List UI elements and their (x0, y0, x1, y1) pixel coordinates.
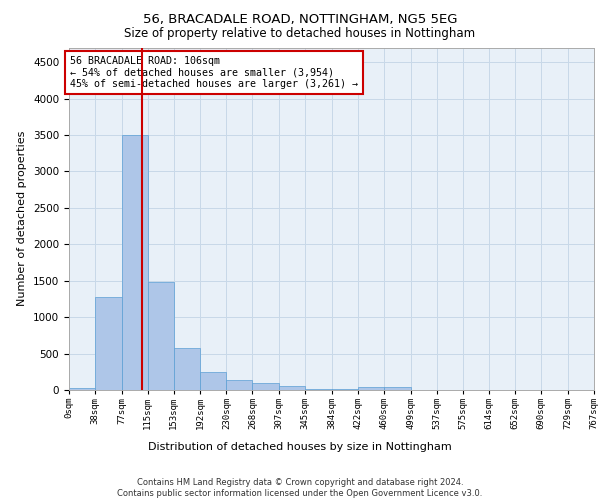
Bar (148, 282, 174, 390)
Bar (305, 388, 332, 390)
Text: 56 BRACADALE ROAD: 106sqm
← 54% of detached houses are smaller (3,954)
45% of se: 56 BRACADALE ROAD: 106sqm ← 54% of detac… (70, 56, 358, 90)
Bar (226, 380, 253, 390)
Bar (253, 384, 279, 390)
Bar (69, 388, 95, 390)
Text: Contains HM Land Registry data © Crown copyright and database right 2024.
Contai: Contains HM Land Registry data © Crown c… (118, 478, 482, 498)
Bar (384, 387, 410, 390)
Y-axis label: Number of detached properties: Number of detached properties (17, 131, 28, 306)
Text: 56, BRACADALE ROAD, NOTTINGHAM, NG5 5EG: 56, BRACADALE ROAD, NOTTINGHAM, NG5 5EG (143, 12, 457, 26)
Bar (200, 372, 226, 390)
Bar (122, 135, 148, 390)
Bar (95, 298, 122, 390)
Bar (279, 386, 305, 390)
Text: Size of property relative to detached houses in Nottingham: Size of property relative to detached ho… (124, 28, 476, 40)
Bar (358, 386, 384, 390)
Bar (174, 348, 200, 390)
Text: Distribution of detached houses by size in Nottingham: Distribution of detached houses by size … (148, 442, 452, 452)
